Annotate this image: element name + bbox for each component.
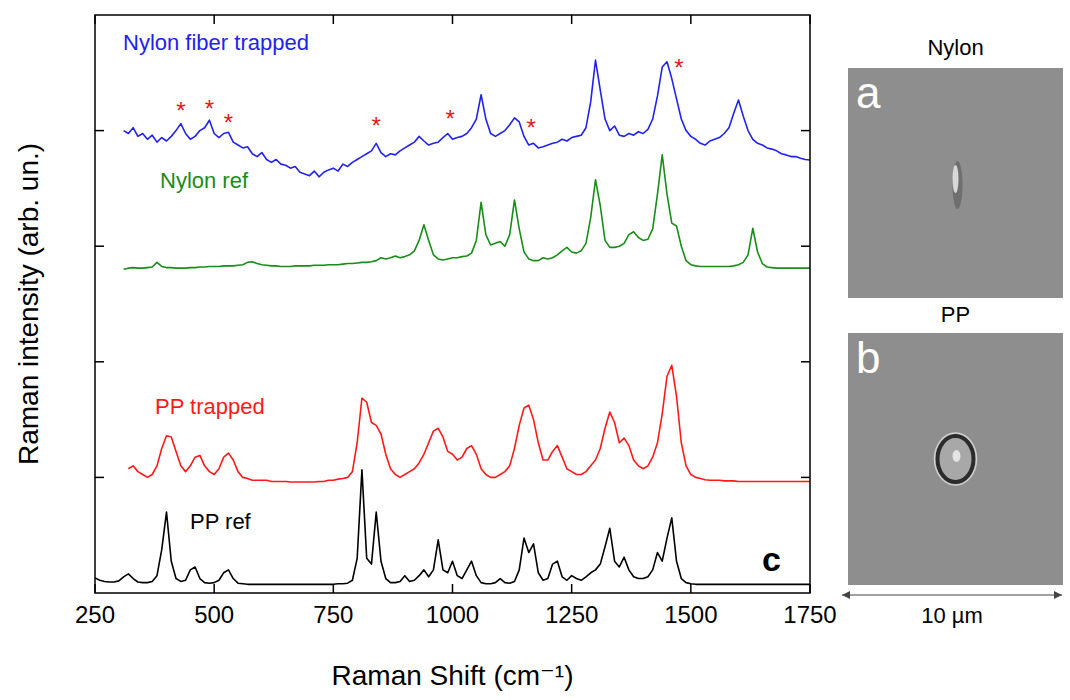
peak-marker: * (224, 109, 233, 136)
image-letter: b (856, 333, 880, 382)
image-title: Nylon (927, 35, 983, 60)
image-letter: a (856, 68, 881, 117)
scale-arrow (1054, 591, 1062, 599)
x-tick-top (333, 15, 335, 24)
x-tick-label: 1500 (664, 601, 717, 628)
scale-bar (842, 595, 1062, 596)
x-tick (333, 584, 335, 593)
series-group (95, 60, 810, 584)
x-tick-top (452, 15, 454, 24)
micrograph (848, 333, 1063, 585)
x-tick (213, 584, 215, 593)
x-tick-top (690, 15, 692, 24)
x-tick-top (213, 15, 215, 24)
y-tick-right (801, 130, 810, 132)
particle (938, 436, 974, 482)
figure: 250 500 750 1000 1250 1500 1750 Raman Shift (cm… (0, 0, 1070, 700)
x-axis-title: Raman Shift (cm⁻¹) (332, 660, 574, 691)
spectrum-line (95, 470, 810, 584)
y-tick-right (801, 477, 810, 479)
x-tick (571, 584, 573, 593)
panel-letter: c (762, 540, 781, 578)
x-tick (452, 584, 454, 593)
x-tick-label: 500 (194, 601, 234, 628)
x-tick-label: 1000 (426, 601, 479, 628)
x-tick-label: 250 (75, 601, 115, 628)
peak-marker: * (372, 112, 381, 139)
spectrum-line (124, 155, 810, 269)
peak-marker: * (674, 54, 683, 81)
series-label: PP trapped (155, 394, 265, 419)
y-tick (95, 245, 104, 247)
y-tick (95, 361, 104, 363)
peak-marker: * (176, 97, 185, 124)
x-tick-label: 1250 (545, 601, 598, 628)
scale-label: 10 µm (921, 603, 983, 628)
x-tick-label: 750 (313, 601, 353, 628)
y-tick-right (801, 361, 810, 363)
peak-marker: * (445, 105, 454, 132)
x-tick-top (809, 15, 811, 24)
peak-marker: * (526, 114, 535, 141)
x-tick-top (94, 15, 96, 24)
spectrum-line (128, 365, 810, 482)
x-tick-label: 1750 (783, 601, 836, 628)
peak-marker: * (205, 95, 214, 122)
y-axis-title: Raman intensity (arb. un.) (13, 143, 44, 465)
y-tick (95, 130, 104, 132)
particle-halo (935, 433, 977, 485)
fiber (953, 161, 963, 209)
x-tick (94, 584, 96, 593)
particle-spot (953, 450, 961, 462)
series-label: PP ref (190, 509, 252, 534)
spectrum-line (124, 60, 810, 177)
fiber-highlight (953, 165, 959, 193)
y-tick (95, 477, 104, 479)
series-label: Nylon ref (160, 168, 249, 193)
y-tick-right (801, 245, 810, 247)
x-tick (690, 584, 692, 593)
series-label: Nylon fiber trapped (123, 30, 309, 55)
scale-arrow (842, 591, 850, 599)
plot-frame (95, 15, 810, 593)
x-tick-top (571, 15, 573, 24)
image-title: PP (941, 302, 970, 327)
x-tick (809, 584, 811, 593)
micrograph (848, 68, 1063, 298)
